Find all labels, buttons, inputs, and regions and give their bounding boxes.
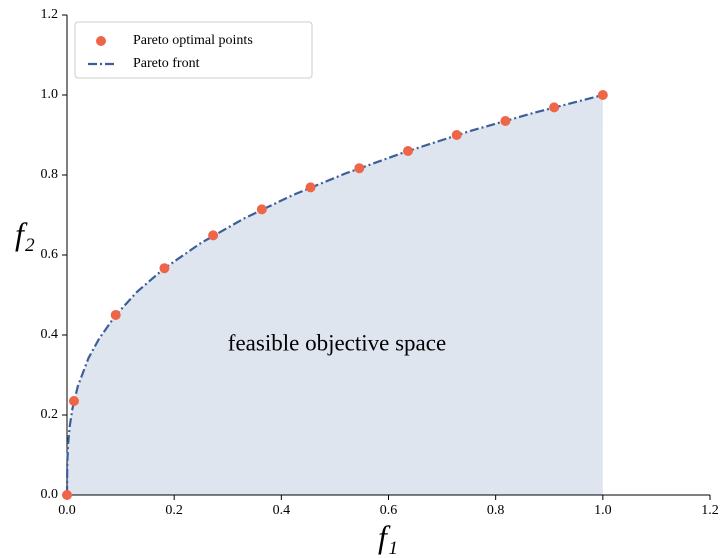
- point: [597, 90, 608, 100]
- annotation: feasible objective space: [228, 330, 446, 355]
- x-tick-label: 0.0: [58, 503, 76, 518]
- point: [549, 102, 560, 113]
- y-tick-label: 0.2: [41, 407, 59, 422]
- x-tick-label: 0.8: [487, 503, 505, 518]
- y-tick-label: 0.0: [41, 487, 59, 502]
- legend-box: [74, 21, 313, 79]
- x-tick-label: 1.0: [594, 503, 612, 518]
- point: [208, 230, 219, 241]
- x-tick-label: 0.6: [380, 503, 398, 518]
- point: [500, 116, 511, 126]
- x-tick-label: 1.2: [701, 503, 719, 518]
- y-axis-label: f₂: [15, 215, 35, 251]
- point: [68, 396, 79, 406]
- point: [354, 163, 365, 174]
- point: [451, 130, 462, 140]
- x-tick-label: 0.2: [165, 503, 183, 518]
- point: [305, 182, 316, 193]
- point: [403, 146, 414, 156]
- x-axis-label: f₁: [378, 518, 398, 554]
- legend-label: Pareto front: [133, 56, 200, 71]
- point: [256, 204, 267, 215]
- legend-marker: [96, 36, 106, 46]
- y-tick-label: 0.8: [41, 167, 59, 182]
- point: [110, 310, 121, 320]
- x-tick-label: 0.4: [273, 503, 291, 518]
- point: [62, 490, 72, 500]
- line: [65, 93, 604, 496]
- y-tick-label: 0.6: [41, 247, 59, 262]
- y-tick-label: 0.4: [41, 327, 59, 342]
- legend-label: Pareto optimal points: [133, 33, 253, 48]
- area: [67, 95, 603, 495]
- point: [159, 263, 170, 274]
- y-tick-label: 1.0: [41, 87, 59, 102]
- y-tick-label: 1.2: [41, 7, 59, 22]
